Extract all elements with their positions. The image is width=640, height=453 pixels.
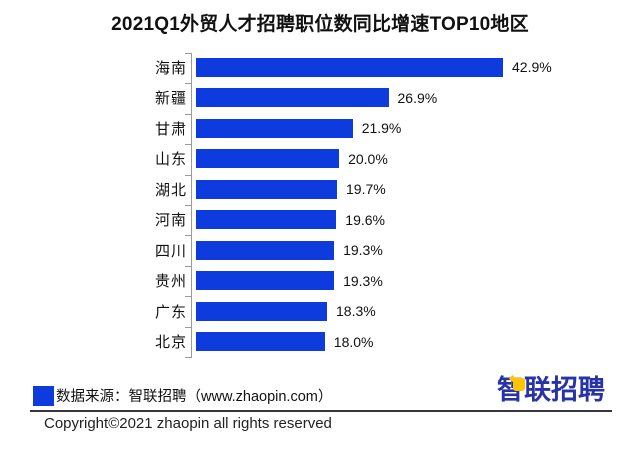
bar-row: 湖北 19.7% — [0, 174, 640, 205]
category-label: 河南 — [154, 212, 187, 230]
bar — [196, 240, 335, 260]
axis-tick — [185, 205, 192, 206]
category-label: 甘肃 — [154, 120, 187, 138]
bar-row: 新疆 26.9% — [0, 83, 640, 114]
bar-row: 北京 18.0% — [0, 327, 640, 358]
bar — [196, 88, 389, 108]
bar-chart-rows: 海南 42.9% 新疆 26.9% 甘肃 21.9% 山东 20.0% 湖北 19.7% 河南 19.… — [0, 52, 640, 357]
axis-tick — [185, 326, 192, 328]
value-label: 19.3% — [343, 242, 383, 259]
legend-color-swatch — [33, 385, 54, 406]
axis-tick — [185, 357, 192, 358]
axis-tick — [185, 83, 192, 85]
data-source-row: 数据来源：智联招聘（www.zhaopin.com） — [33, 385, 332, 406]
bar-row: 广东 18.3% — [0, 296, 640, 327]
value-label: 42.9% — [512, 59, 552, 76]
axis-tick — [185, 174, 192, 176]
axis-tick — [185, 235, 192, 237]
axis-tick — [185, 144, 192, 146]
bar-row: 山东 20.0% — [0, 144, 640, 175]
footer-divider — [30, 410, 612, 412]
category-label: 湖北 — [154, 181, 187, 199]
axis-tick — [185, 113, 192, 115]
bar — [196, 271, 335, 291]
bar-row: 贵州 19.3% — [0, 266, 640, 297]
value-label: 21.9% — [361, 120, 402, 137]
category-label: 四川 — [154, 242, 187, 260]
axis-tick — [185, 53, 192, 54]
axis-tick — [185, 265, 192, 267]
bar — [196, 57, 503, 77]
axis-tick — [185, 296, 192, 298]
copyright-text: Copyright©2021 zhaopin all rights reserv… — [44, 415, 332, 432]
category-label: 广东 — [154, 303, 187, 321]
bar — [196, 301, 327, 321]
bar-row: 四川 19.3% — [0, 235, 640, 266]
value-label: 20.0% — [348, 150, 388, 167]
category-label: 山东 — [154, 151, 187, 169]
bar — [196, 210, 337, 230]
value-label: 19.3% — [343, 272, 383, 289]
category-label: 新疆 — [154, 90, 187, 108]
bar-row: 河南 19.6% — [0, 205, 640, 236]
bar-row: 海南 42.9% — [0, 52, 640, 83]
logo-yellow-dot-icon — [513, 378, 525, 391]
chart-title: 2021Q1外贸人才招聘职位数同比增速TOP10地区 — [111, 14, 529, 35]
value-label: 19.6% — [345, 211, 385, 228]
bar-row: 甘肃 21.9% — [0, 113, 640, 144]
category-label: 海南 — [154, 59, 187, 77]
bar — [196, 149, 340, 169]
bar — [196, 118, 353, 138]
zhaopin-logo: 智联招聘 — [497, 374, 605, 406]
axis-ticks — [185, 53, 192, 358]
category-label: 贵州 — [154, 273, 187, 291]
value-label: 18.3% — [336, 303, 376, 320]
bar — [196, 179, 337, 199]
value-label: 26.9% — [397, 89, 438, 106]
category-label: 北京 — [154, 334, 187, 352]
value-label: 18.0% — [333, 333, 374, 350]
data-source-label: 数据来源：智联招聘（www.zhaopin.com） — [56, 389, 333, 405]
value-label: 19.7% — [346, 181, 386, 198]
bar — [196, 332, 325, 352]
